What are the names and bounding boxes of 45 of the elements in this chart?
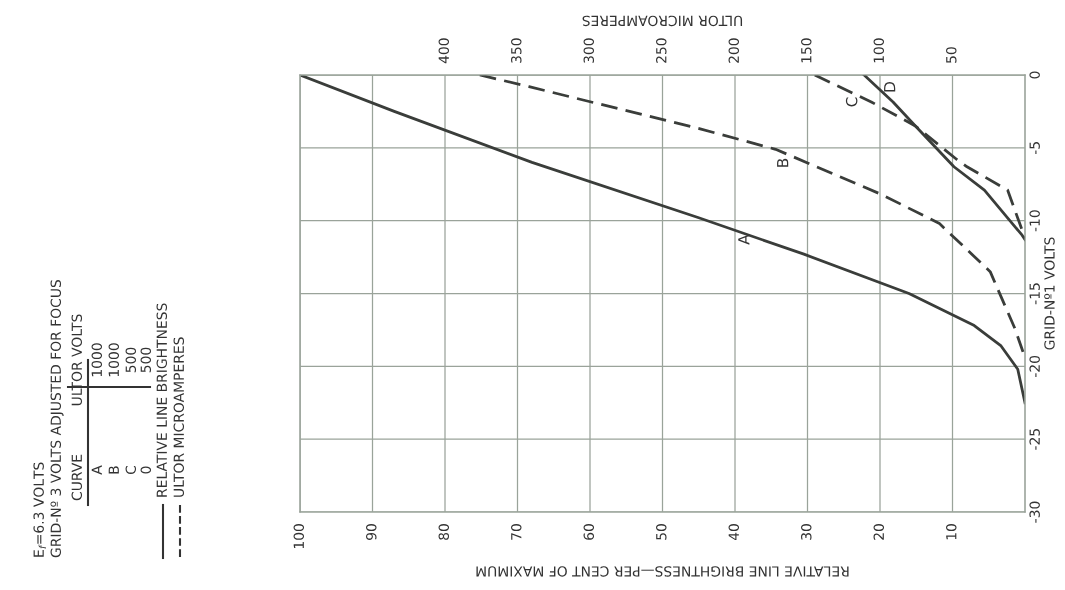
- y-tick-label: 0: [1029, 71, 1040, 79]
- text: CURVE: [71, 454, 83, 501]
- x2-tick-label: 350: [511, 38, 522, 63]
- text: E$_{f}$=6.3 VOLTS: [33, 462, 46, 557]
- text: GRID-Nº 3 VOLTS ADJUSTED FOR FOCUS: [50, 280, 64, 558]
- text: 1000: [91, 343, 103, 377]
- y-tick-label: -15: [1029, 283, 1040, 305]
- annotation: D: [884, 82, 896, 92]
- text: A: [91, 465, 102, 475]
- x-tick-label: 80: [438, 524, 450, 540]
- x-tick-label: 50: [656, 524, 667, 540]
- x2-tick-label: 50: [946, 47, 957, 63]
- y-tick-label: -25: [1029, 429, 1040, 450]
- x-tick-label: 10: [946, 524, 957, 540]
- x-tick-label: 60: [583, 524, 595, 540]
- text: RELATIVE LINE BRIGHTNESS: [156, 303, 168, 497]
- x2-tick-label: 250: [656, 38, 667, 63]
- text: 500: [125, 347, 137, 373]
- y-tick-label: -30: [1029, 501, 1040, 523]
- annotation: B: [777, 158, 789, 167]
- x-tick-label: 90: [366, 524, 377, 540]
- text: 1000: [108, 343, 120, 377]
- text: ULTOR MICROAMPERES: [173, 337, 185, 497]
- x2-tick-label: 400: [438, 38, 450, 64]
- x2-axis-title: ULTOR MICROAMPERES: [582, 15, 743, 27]
- x-tick-label: 40: [728, 524, 740, 541]
- y-tick-label: -20: [1029, 355, 1040, 377]
- x-tick-label: 20: [873, 524, 885, 540]
- x2-tick-label: 200: [728, 38, 740, 63]
- text: B: [108, 466, 119, 474]
- x-axis-title: RELATIVE LINE BRIGHTNESS—PER CENT OF MAXIMUM: [476, 566, 849, 577]
- annotation: A: [738, 234, 750, 245]
- x2-tick-label: 300: [583, 38, 595, 63]
- x-tick-label: 30: [801, 524, 812, 540]
- y-tick-label: -5: [1029, 142, 1040, 155]
- x2-tick-label: 100: [873, 38, 885, 63]
- annotation: C: [845, 97, 858, 107]
- text: 500: [140, 347, 152, 373]
- x-tick-label: 100: [293, 524, 305, 549]
- x2-tick-label: 150: [801, 38, 812, 63]
- x-tick-label: 70: [511, 524, 522, 540]
- y-tick-label: -10: [1029, 210, 1040, 232]
- text: 0: [140, 466, 152, 474]
- text: C: [125, 465, 137, 475]
- y-axis-title: GRID-Nº1 VOLTS: [1044, 237, 1055, 350]
